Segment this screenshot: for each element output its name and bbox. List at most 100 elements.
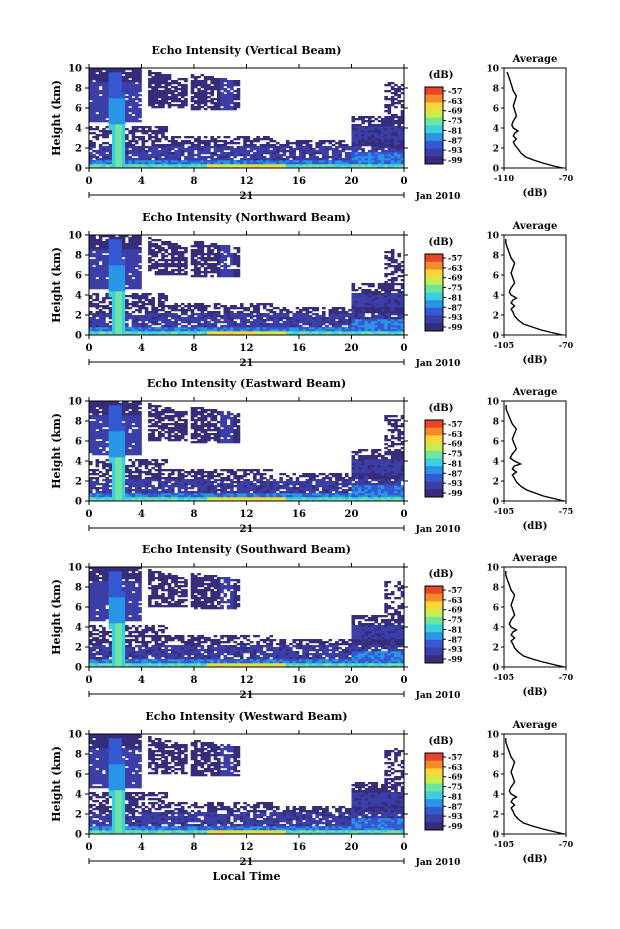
heatmap-cell [125, 323, 129, 326]
heatmap-cell [203, 150, 208, 153]
heatmap-cell [184, 311, 188, 314]
heatmap-cell [157, 106, 162, 109]
heatmap-cell [236, 160, 241, 163]
heatmap-cell [148, 86, 152, 89]
heatmap-cell [230, 98, 234, 101]
heatmap-cell [161, 132, 165, 135]
heatmap-cell [125, 88, 129, 91]
heatmap-cell [226, 311, 231, 314]
heatmap-cell [236, 311, 241, 314]
heatmap-cell [328, 329, 333, 332]
heatmap-cell [111, 108, 116, 111]
heatmap-cell [384, 251, 388, 254]
heatmap-cell [89, 447, 93, 450]
heatmap-cell [279, 166, 283, 169]
heatmap-cell [105, 72, 109, 75]
heatmap-cell [397, 307, 402, 310]
heatmap-cell [111, 325, 116, 328]
heatmap-cell [95, 102, 100, 105]
heatmap-cell [98, 403, 103, 406]
profile-y-tick-label: 6 [493, 272, 499, 282]
heatmap-cell [194, 263, 198, 266]
heatmap-cell [276, 158, 280, 161]
heatmap-cell [108, 309, 113, 312]
heatmap-cell [105, 88, 109, 91]
heatmap-cell [226, 84, 231, 87]
heatmap-cell [151, 164, 155, 167]
heatmap-cell [184, 249, 188, 252]
heatmap-cell [397, 303, 402, 306]
heatmap-cell [115, 152, 119, 155]
heatmap-cell [354, 293, 359, 296]
heatmap-cell [269, 160, 274, 163]
heatmap-cell [400, 275, 405, 278]
heatmap-cell [138, 136, 142, 139]
heatmap-cell [315, 158, 319, 161]
heatmap-cell [341, 317, 346, 320]
heatmap-cell [134, 98, 139, 101]
heatmap-cell [200, 152, 205, 155]
heatmap-cell [138, 287, 142, 290]
heatmap-cell [95, 92, 100, 95]
heatmap-cell [98, 325, 103, 328]
heatmap-cell [102, 311, 106, 314]
heatmap-cell [203, 80, 208, 83]
heatmap-cell [230, 88, 234, 91]
heatmap-cell [95, 441, 100, 444]
heatmap-cell [161, 297, 165, 300]
heatmap-cell [223, 257, 228, 260]
heatmap-cell [131, 106, 136, 109]
heatmap-cell [236, 162, 241, 165]
heatmap-cell [194, 333, 198, 336]
heatmap-cell [111, 102, 116, 105]
heatmap-cell [236, 307, 241, 310]
heatmap-cell [95, 68, 100, 71]
heatmap-cell [121, 279, 126, 282]
heatmap-cell [358, 130, 362, 133]
heatmap-cell [400, 152, 405, 155]
heatmap-cell [200, 84, 205, 87]
heatmap-cell [226, 166, 231, 169]
heatmap-cell [216, 259, 221, 262]
heatmap-cell [216, 108, 221, 111]
heatmap-cell [89, 76, 93, 79]
heatmap-cell [108, 317, 113, 320]
heatmap-cell [131, 70, 136, 73]
heatmap-cell [161, 265, 165, 268]
profile-frame [503, 67, 567, 169]
heatmap-cell [190, 305, 195, 308]
heatmap-cell [364, 327, 369, 330]
heatmap-cell [118, 301, 123, 304]
heatmap-cell [351, 162, 356, 165]
heatmap-cell [361, 160, 365, 163]
heatmap-cell [102, 403, 106, 406]
heatmap-cell [213, 243, 218, 246]
heatmap-cell [111, 277, 116, 280]
heatmap-cell [203, 162, 208, 165]
heatmap-cell [115, 241, 119, 244]
heatmap-cell [338, 315, 342, 318]
heatmap-cell [125, 156, 129, 159]
heatmap-cell [151, 253, 155, 256]
heatmap-cell [203, 136, 208, 139]
heatmap-cell [220, 269, 224, 272]
heatmap-cell [374, 166, 379, 169]
heatmap-cell [348, 148, 352, 151]
heatmap-cell [111, 297, 116, 300]
heatmap-cell [154, 132, 159, 135]
heatmap-cell [321, 164, 326, 167]
heatmap-cell [138, 126, 142, 129]
heatmap-cell [161, 100, 165, 103]
heatmap-cell [118, 96, 123, 99]
heatmap-cell [276, 154, 280, 157]
heatmap-cell [335, 325, 339, 328]
heatmap-cell [381, 118, 385, 121]
heatmap-cell [174, 86, 178, 89]
heatmap-cell [394, 160, 398, 163]
heatmap-cell [115, 142, 119, 145]
heatmap-cell [98, 285, 103, 288]
heatmap-cell [141, 325, 146, 328]
heatmap-cell [226, 331, 231, 334]
profile-x-tick-label: -110 [494, 173, 514, 183]
heatmap-cell [371, 293, 375, 296]
